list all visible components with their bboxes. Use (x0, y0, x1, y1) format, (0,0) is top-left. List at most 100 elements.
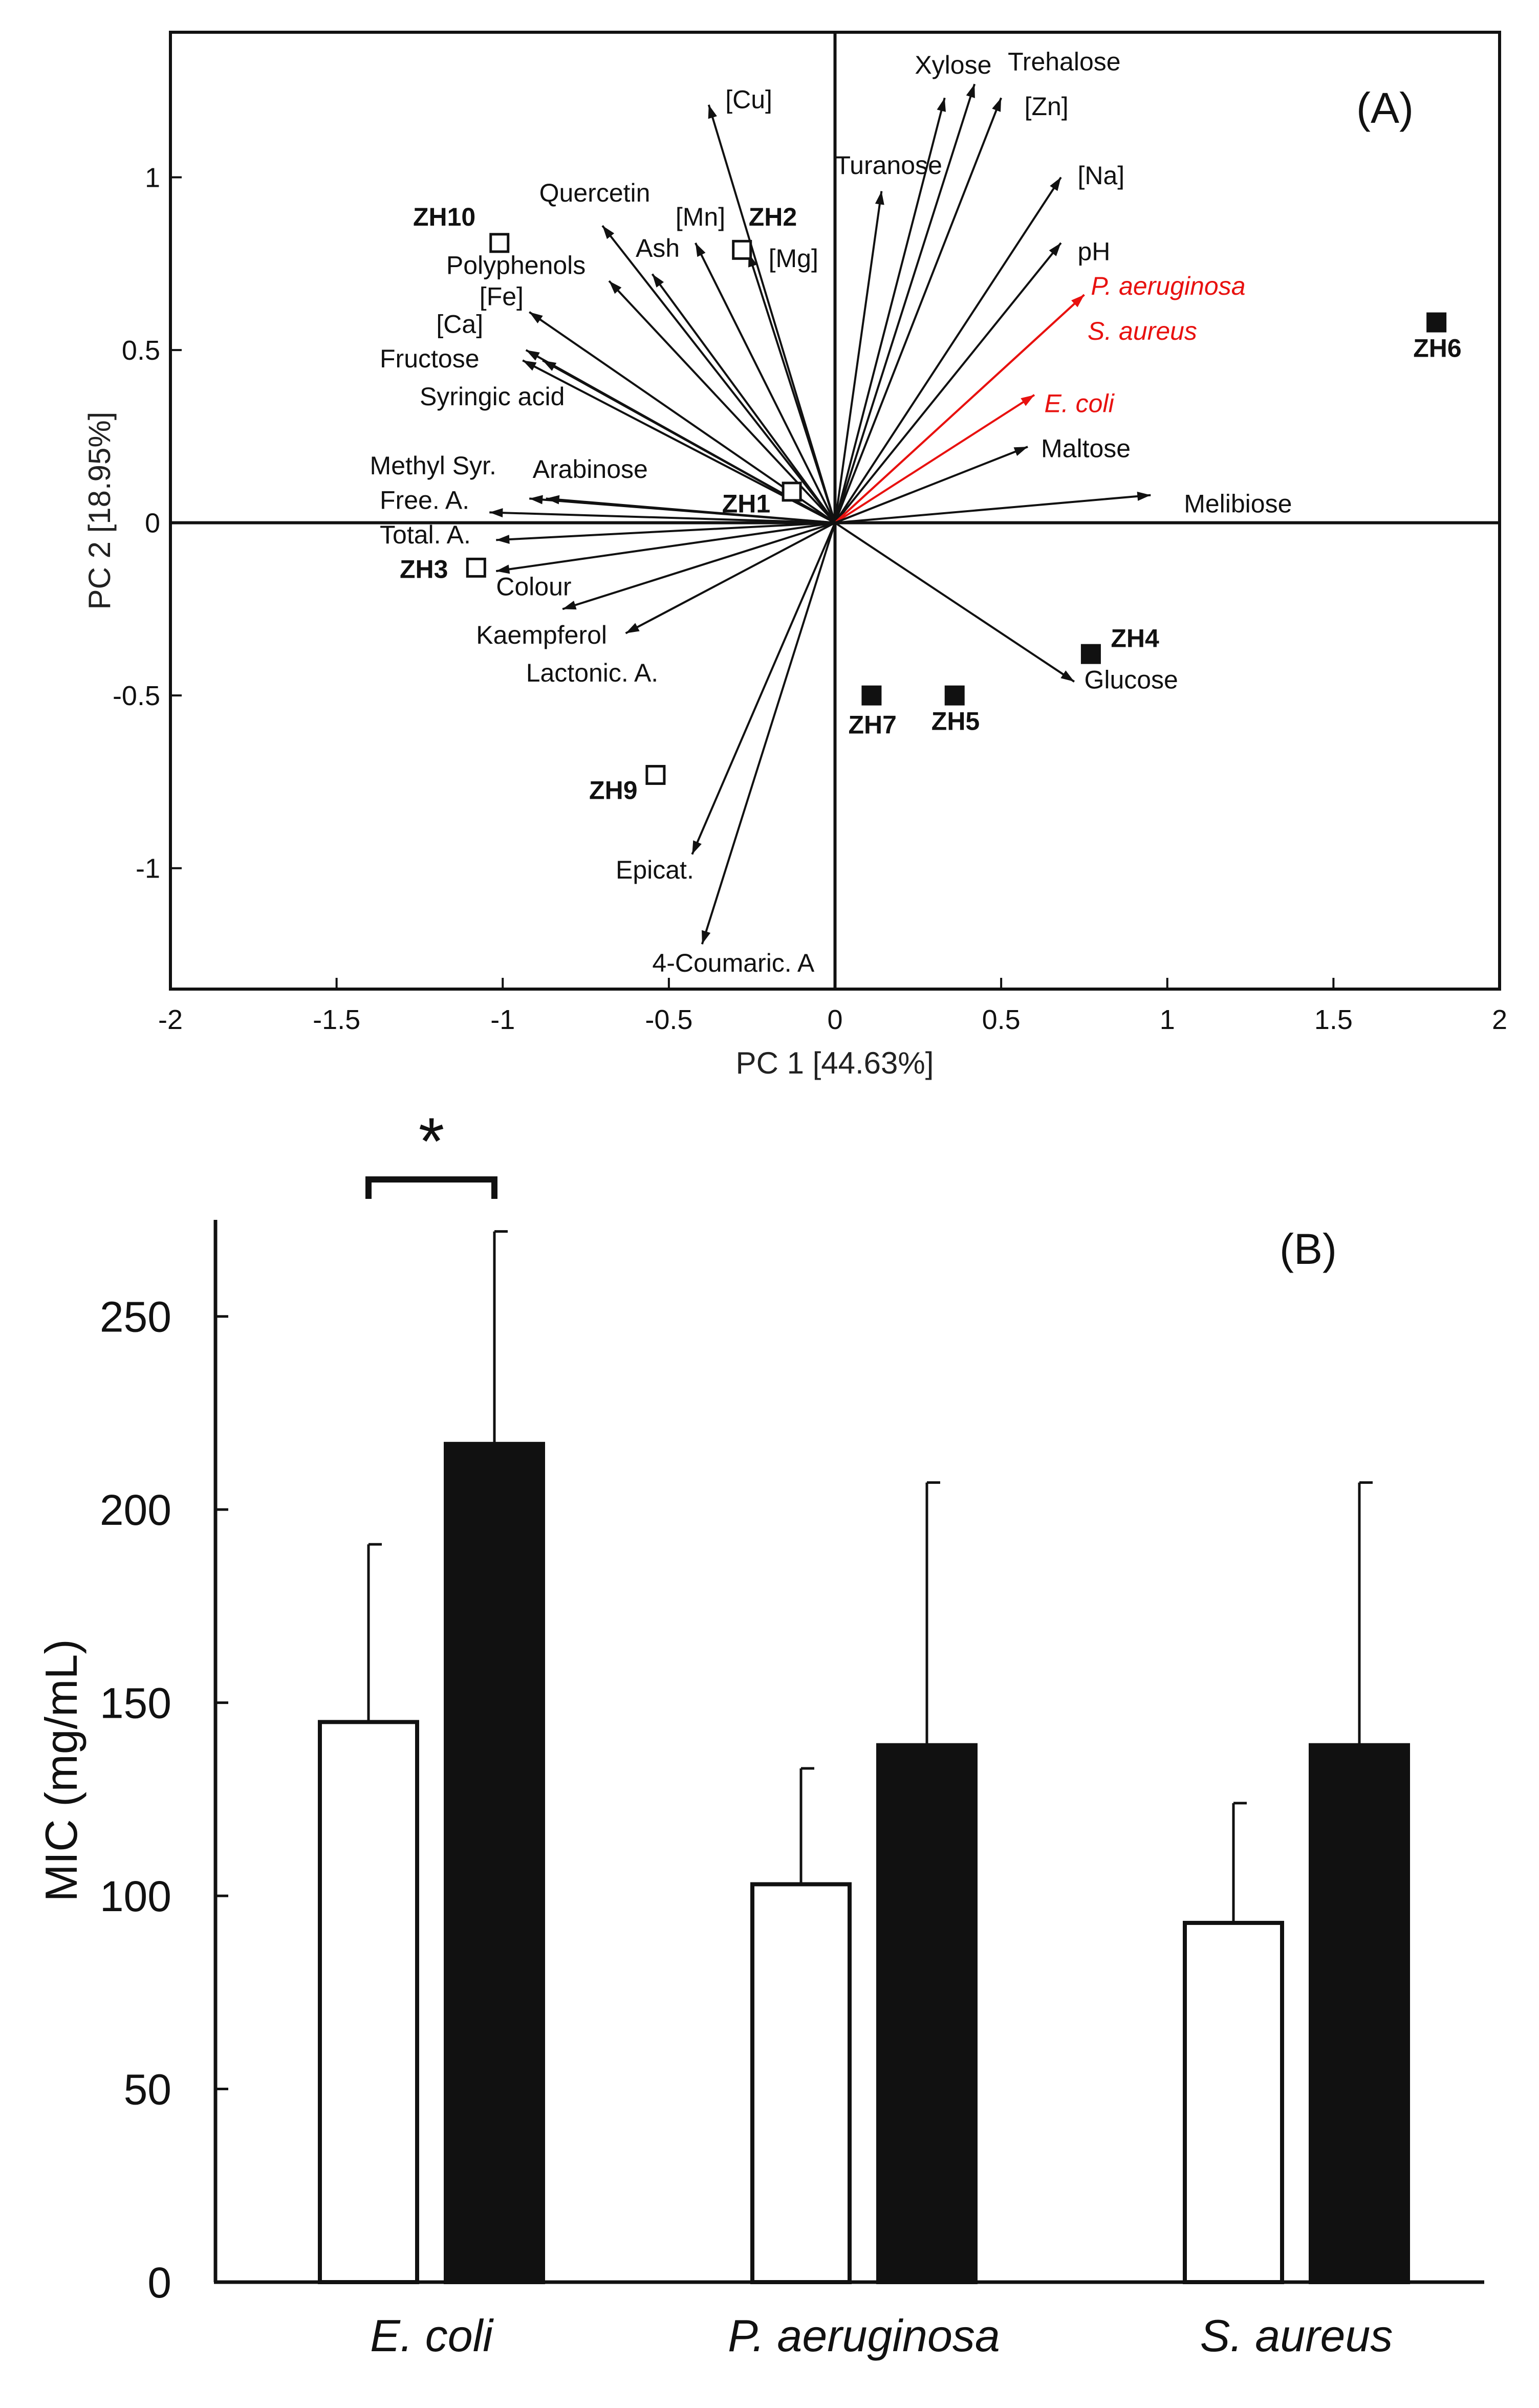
vector-line (495, 521, 835, 573)
vector-label: [Mn] (676, 203, 725, 231)
vector-arrowhead (609, 281, 622, 294)
observation-zh9: ZH9 (589, 764, 666, 805)
vector-arrowhead (529, 495, 543, 505)
mic-bar-panel: 0 50 100 150 200 250 E. coli P. aeruginosa S. a… (36, 1104, 1484, 2361)
category-label-s-aureus: S. aureus (1200, 2310, 1393, 2361)
vector-line (834, 446, 1028, 524)
vector-line (834, 242, 1062, 523)
observation-zh4: ZH4 (1080, 624, 1159, 664)
vector-label: Polyphenols (446, 251, 586, 280)
vector-label: Trehalose (1008, 47, 1120, 76)
vector-line (651, 273, 836, 523)
bar-e-coli-filled (444, 1230, 545, 2284)
bar-s-aureus-filled (1309, 1481, 1410, 2284)
vector-line (834, 177, 1062, 523)
vector-label: 4-Coumaric. A (652, 949, 814, 977)
observation-label: ZH10 (413, 203, 475, 231)
observation-zh6: ZH6 (1413, 312, 1462, 363)
vector-line (695, 242, 836, 523)
vector-arrowhead (966, 84, 975, 98)
x-tick-label: -0.5 (645, 1004, 692, 1035)
y-tick-label: 1 (145, 163, 160, 193)
vector-free-a: Free. A. (380, 486, 835, 524)
vector-label: Arabinose (533, 455, 648, 484)
observation-label: ZH3 (400, 555, 448, 584)
vector-line (546, 497, 835, 524)
observation-zh5: ZH5 (931, 685, 980, 736)
vector-label: Epicat. (616, 856, 694, 884)
observation-label: ZH2 (749, 203, 797, 231)
observation-label: ZH1 (722, 489, 770, 518)
observation-label: ZH5 (931, 707, 980, 736)
bar-e-coli-open (318, 1543, 419, 2284)
vector-line (625, 521, 836, 634)
y-tick-label: -1 (136, 853, 160, 884)
vector-label: Methyl Syr. (370, 451, 496, 480)
vector-arrowhead (695, 243, 706, 257)
observation-label: ZH6 (1413, 334, 1461, 363)
vector-label: Free. A. (380, 486, 469, 515)
observation-marker (466, 557, 486, 578)
x-tick-label: -2 (158, 1004, 183, 1035)
vector-arrowhead (1050, 177, 1061, 191)
x-tick-label: -1.5 (313, 1004, 360, 1035)
bar-y-tick-label: 0 (147, 2259, 171, 2307)
vector-arrowhead (1049, 243, 1061, 256)
vector-colour: Colour (495, 521, 835, 601)
observation-marker (489, 233, 510, 253)
vector-cu: [Cu] (707, 85, 836, 523)
vector-label: E. coli (1045, 389, 1115, 418)
vector-arrowhead (602, 226, 615, 239)
vector-label: [Cu] (725, 85, 772, 114)
observation-zh7: ZH7 (848, 685, 897, 739)
vector-label: Turanose (835, 151, 942, 180)
vector-e-coli: E. coli (834, 389, 1115, 524)
observation-marker (861, 685, 882, 706)
vector-arrowhead (489, 508, 503, 518)
vector-arrowhead (702, 930, 711, 945)
vector-label: P. aeruginosa (1091, 272, 1245, 300)
bar-rect (444, 1441, 545, 2284)
vector-lactonic-a: Lactonic. A. (526, 521, 836, 687)
score-points: ZH10 ZH2 ZH1 ZH3 ZH9 ZH7 ZH5 ZH4 ZH6 (400, 203, 1462, 805)
vector-label: [Zn] (1025, 92, 1069, 121)
vector-arrowhead (1013, 447, 1028, 456)
vector-label: pH (1077, 237, 1110, 266)
vector-line (834, 97, 1002, 523)
bar-y-tick-label: 100 (100, 1872, 171, 1920)
vector-label: Kaempferol (476, 621, 607, 649)
vector-trehalose: Trehalose (834, 47, 1121, 523)
vector-line (834, 97, 946, 523)
vector-mg: [Mg] (747, 244, 836, 523)
vector-line (489, 511, 835, 524)
vector-arrowhead (543, 360, 557, 371)
vector-arrowhead (1021, 395, 1035, 406)
vector-label: Colour (496, 572, 571, 601)
vector-arrowhead (529, 312, 543, 323)
vector-turanose: Turanose (834, 151, 942, 523)
vector-arrowhead (496, 564, 510, 574)
bar-rect (1309, 1743, 1410, 2284)
observation-label: ZH4 (1111, 624, 1159, 653)
observation-zh1: ZH1 (722, 481, 802, 518)
vector-label: [Fe] (480, 282, 524, 311)
vector-label: Xylose (915, 51, 991, 79)
observation-zh10: ZH10 (413, 203, 510, 253)
bar-y-tick-label: 250 (100, 1293, 171, 1341)
vector-line (835, 494, 1151, 524)
vector-label: Fructose (380, 344, 480, 373)
vector-label: [Na] (1077, 161, 1124, 190)
vector-label: Ash (636, 234, 680, 262)
vector-line (496, 521, 835, 541)
vector-epicat: Epicat. (616, 522, 836, 884)
significance-marker: * (365, 1104, 497, 1199)
vector-label: Syringic acid (420, 382, 565, 411)
observation-marker (944, 685, 965, 706)
bar-p-aeruginosa-open (750, 1767, 852, 2284)
vector-zn: [Zn] (834, 92, 1069, 523)
vector-arrowhead (523, 360, 537, 371)
bar-rect (318, 1720, 419, 2284)
vector-label: S. aureus (1088, 317, 1197, 345)
vector-arrowhead (496, 535, 510, 544)
observation-marker (1080, 644, 1101, 664)
